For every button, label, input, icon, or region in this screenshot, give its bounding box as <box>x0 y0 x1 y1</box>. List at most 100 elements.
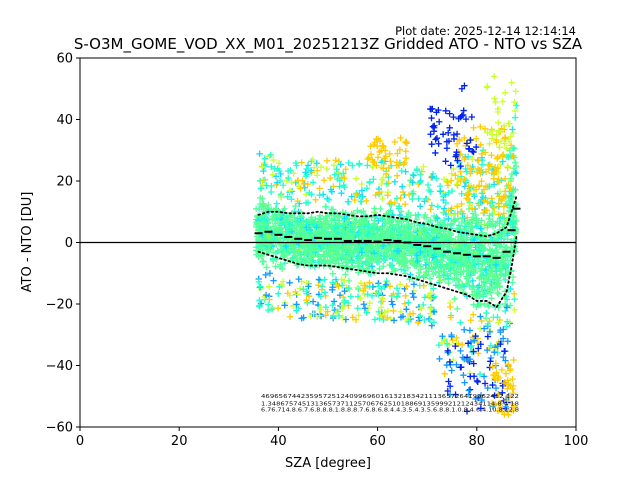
scatter-point <box>475 345 482 352</box>
scatter-point <box>433 237 441 245</box>
scatter-point <box>490 181 498 188</box>
scatter-point <box>429 105 436 112</box>
scatter-point <box>308 191 315 198</box>
scatter-point <box>432 149 439 157</box>
scatter-point <box>420 221 427 228</box>
scatter-point <box>355 231 362 238</box>
scatter-point <box>379 142 386 149</box>
scatter-point <box>495 290 503 298</box>
scatter-point <box>420 213 428 221</box>
scatter-point <box>266 245 274 253</box>
scatter-point <box>492 222 499 229</box>
scatter-point <box>445 279 452 287</box>
scatter-point <box>360 301 367 308</box>
scatter-point <box>259 195 266 202</box>
scatter-point <box>435 274 443 281</box>
scatter-point <box>449 337 456 344</box>
scatter-point <box>446 110 453 117</box>
scatter-point <box>468 216 475 224</box>
scatter-point <box>379 174 387 181</box>
scatter-point <box>484 129 491 136</box>
scatter-point <box>480 186 488 193</box>
scatter-point <box>390 307 397 315</box>
scatter-point <box>405 299 412 306</box>
scatter-point <box>371 139 379 146</box>
scatter-point <box>443 145 451 152</box>
scatter-point <box>466 327 474 334</box>
scatter-point <box>335 260 342 267</box>
scatter-point <box>302 191 310 198</box>
scatter-point <box>359 252 366 260</box>
scatter-point <box>398 243 406 250</box>
scatter-point <box>378 228 385 235</box>
scatter-point <box>458 341 466 349</box>
scatter-point <box>335 283 342 290</box>
scatter-point <box>478 150 485 158</box>
scatter-point <box>470 348 477 355</box>
scatter-point <box>380 160 387 167</box>
scatter-point <box>270 257 277 265</box>
scatter-point <box>260 167 267 175</box>
x-axis-ticks: 0 20 40 60 80 100 <box>76 427 588 449</box>
scatter-point <box>509 213 516 221</box>
y-tick-label: −20 <box>46 298 73 313</box>
scatter-point <box>505 197 513 205</box>
scatter-point <box>291 214 298 221</box>
scatter-point <box>481 125 489 133</box>
scatter-point <box>472 292 480 300</box>
scatter-point <box>274 214 281 221</box>
scatter-point <box>473 215 480 222</box>
scatter-point <box>504 408 511 415</box>
scatter-point <box>383 180 391 188</box>
scatter-point <box>493 268 500 275</box>
scatter-point <box>453 334 460 342</box>
scatter-point <box>364 291 371 298</box>
scatter-point <box>464 162 472 169</box>
scatter-point <box>331 225 338 232</box>
scatter-point <box>486 218 494 225</box>
scatter-point <box>417 266 424 273</box>
scatter-point <box>443 361 450 369</box>
scatter-point <box>494 391 502 398</box>
scatter-point <box>277 246 284 253</box>
scatter-point <box>506 202 514 209</box>
scatter-point <box>482 149 489 156</box>
scatter-point <box>315 281 322 289</box>
scatter-point <box>278 225 285 233</box>
scatter-point <box>389 301 396 308</box>
scatter-point <box>489 284 496 291</box>
scatter-point <box>370 220 378 227</box>
scatter-point <box>302 248 310 255</box>
scatter-point <box>495 127 503 134</box>
scatter-point <box>373 162 380 169</box>
scatter-point <box>376 311 384 319</box>
scatter-point <box>327 174 334 182</box>
scatter-point <box>393 285 401 292</box>
scatter-point <box>461 326 468 333</box>
scatter-point <box>486 267 494 275</box>
scatter-point <box>509 279 516 286</box>
scatter-point <box>452 342 459 350</box>
scatter-point <box>511 168 519 176</box>
scatter-point <box>421 256 429 264</box>
scatter-point <box>342 245 350 252</box>
scatter-point <box>334 254 341 262</box>
scatter-point <box>398 167 405 175</box>
scatter-point <box>308 216 315 223</box>
scatter-point <box>279 278 287 285</box>
scatter-point <box>279 265 286 272</box>
scatter-point <box>288 228 295 236</box>
scatter-point <box>444 182 452 189</box>
scatter-point <box>297 185 304 192</box>
scatter-point <box>294 197 301 205</box>
scatter-point <box>484 384 491 392</box>
scatter-point <box>430 124 438 131</box>
scatter-point <box>286 313 294 320</box>
scatter-point <box>437 188 444 195</box>
scatter-point <box>509 273 517 281</box>
scatter-point <box>484 273 492 280</box>
scatter-point <box>321 251 328 258</box>
scatter-point <box>506 365 514 373</box>
scatter-point <box>463 408 471 415</box>
